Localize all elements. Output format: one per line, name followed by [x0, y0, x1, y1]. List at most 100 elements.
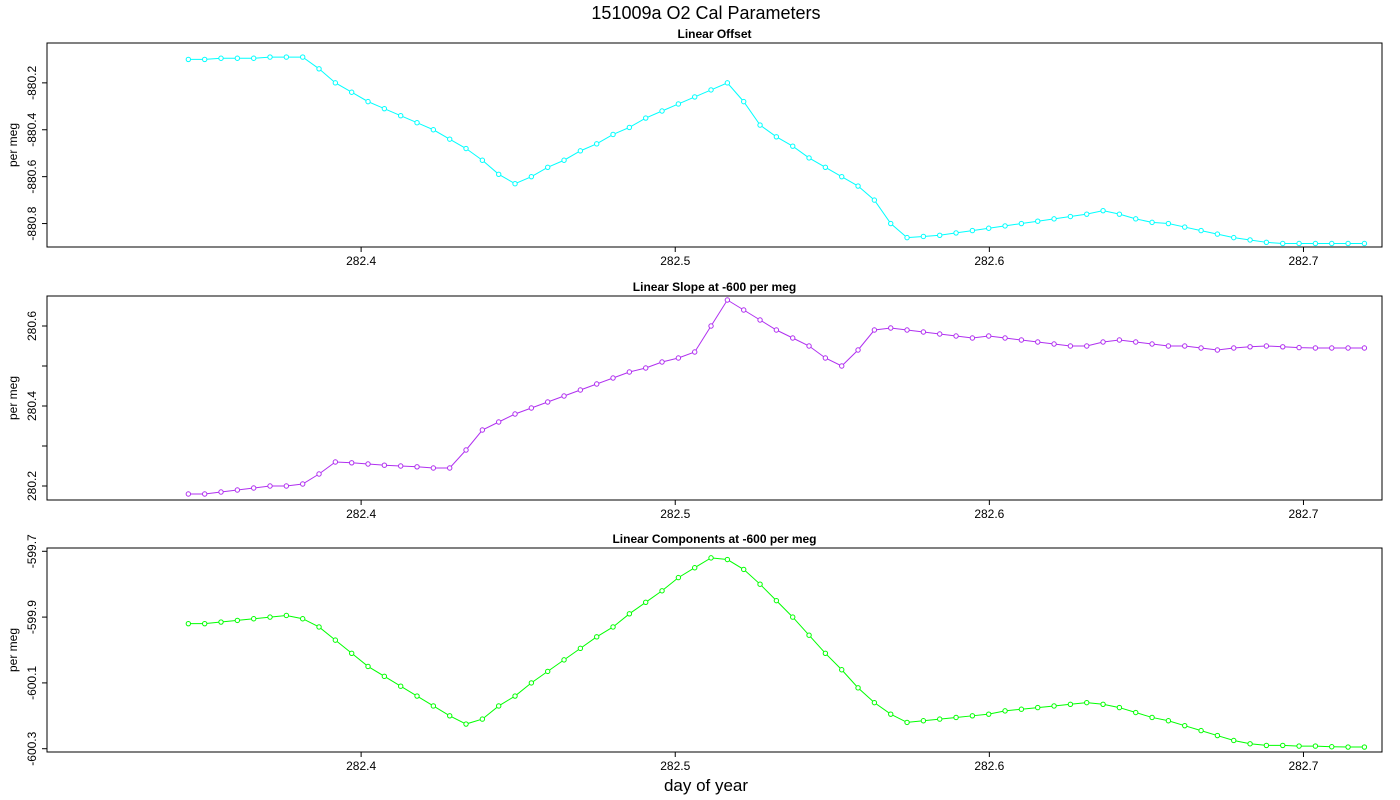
data-point [1182, 343, 1188, 349]
data-point [1345, 345, 1351, 351]
data-point [692, 349, 698, 355]
y-tick-label: 280.4 [25, 391, 39, 421]
data-point [904, 327, 910, 333]
data-point [839, 173, 845, 180]
data-point [1100, 701, 1106, 707]
series-line [188, 557, 1365, 748]
data-point [626, 369, 633, 375]
data-point [1084, 211, 1090, 217]
data-point [1182, 224, 1188, 230]
y-tick-label: -880.6 [25, 159, 39, 193]
data-point [1002, 223, 1008, 229]
data-point [741, 566, 747, 573]
data-point [1312, 345, 1319, 351]
x-tick-label: 282.4 [346, 254, 376, 268]
y-tick-label: -880.4 [25, 112, 39, 146]
data-point [479, 157, 486, 163]
data-point [1198, 727, 1204, 734]
data-point [1067, 343, 1074, 349]
y-tick-label: -600.1 [25, 666, 39, 700]
data-point [1312, 743, 1319, 749]
data-point [953, 230, 959, 236]
data-point [267, 54, 273, 60]
data-point [1231, 737, 1237, 744]
plot-frame [46, 547, 1383, 753]
data-point [1361, 744, 1368, 750]
data-point [1231, 345, 1237, 351]
data-point [1035, 218, 1041, 224]
data-point [1263, 742, 1270, 749]
data-point [1361, 240, 1368, 247]
plot-frame [46, 42, 1383, 248]
y-tick-label: 280.2 [25, 471, 39, 501]
x-tick-label: 282.7 [1288, 759, 1318, 773]
data-point [1263, 343, 1270, 349]
data-point [937, 232, 943, 238]
data-point [1116, 704, 1123, 711]
data-point [741, 98, 747, 105]
data-point [953, 714, 959, 721]
data-point [1051, 341, 1057, 347]
data-point [496, 419, 502, 425]
data-point [1247, 237, 1253, 243]
data-point [1329, 240, 1335, 247]
data-point [250, 55, 257, 61]
data-point [1345, 240, 1351, 247]
data-point [610, 624, 616, 630]
data-point [234, 55, 241, 61]
data-point [528, 405, 535, 411]
data-point [790, 335, 796, 341]
data-point [250, 485, 257, 491]
data-point [659, 359, 665, 365]
data-point [201, 491, 208, 497]
data-point [1067, 213, 1074, 220]
y-tick-label: -600.3 [25, 731, 39, 765]
data-point [218, 619, 224, 625]
data-point [806, 155, 812, 161]
data-point [675, 101, 682, 107]
data-point [299, 54, 306, 60]
data-point [414, 693, 420, 699]
data-point [365, 663, 371, 670]
data-point [1280, 240, 1286, 247]
data-point [283, 54, 290, 60]
data-point [1051, 216, 1057, 222]
data-point [577, 387, 584, 393]
data-point [267, 614, 273, 620]
data-point [888, 325, 894, 331]
data-point [626, 124, 633, 131]
data-point [643, 365, 649, 371]
data-point [561, 393, 567, 399]
data-point [430, 465, 437, 471]
data-point [381, 462, 388, 468]
x-axis-label: day of year [664, 776, 748, 795]
data-point [1280, 344, 1286, 350]
data-point [512, 411, 518, 417]
x-tick-label: 282.5 [660, 759, 690, 773]
data-point [1133, 709, 1139, 716]
data-point [773, 597, 780, 604]
data-point [398, 683, 404, 689]
data-point [953, 333, 959, 339]
data-point [920, 718, 927, 724]
data-point [822, 355, 829, 361]
data-point [610, 131, 616, 138]
data-point [512, 180, 518, 187]
data-point [463, 447, 469, 453]
data-point [724, 556, 731, 563]
data-point [381, 105, 388, 112]
y-tick-label: -599.9 [25, 600, 39, 634]
data-point [986, 225, 992, 231]
data-point [1084, 699, 1090, 706]
data-point [1133, 339, 1139, 345]
data-point [299, 616, 306, 622]
data-point [283, 612, 290, 619]
data-point [675, 574, 682, 581]
data-point [986, 711, 992, 717]
data-point [414, 464, 420, 470]
data-point [316, 471, 322, 477]
data-point [528, 173, 535, 180]
data-point [414, 120, 420, 126]
data-point [806, 632, 812, 638]
